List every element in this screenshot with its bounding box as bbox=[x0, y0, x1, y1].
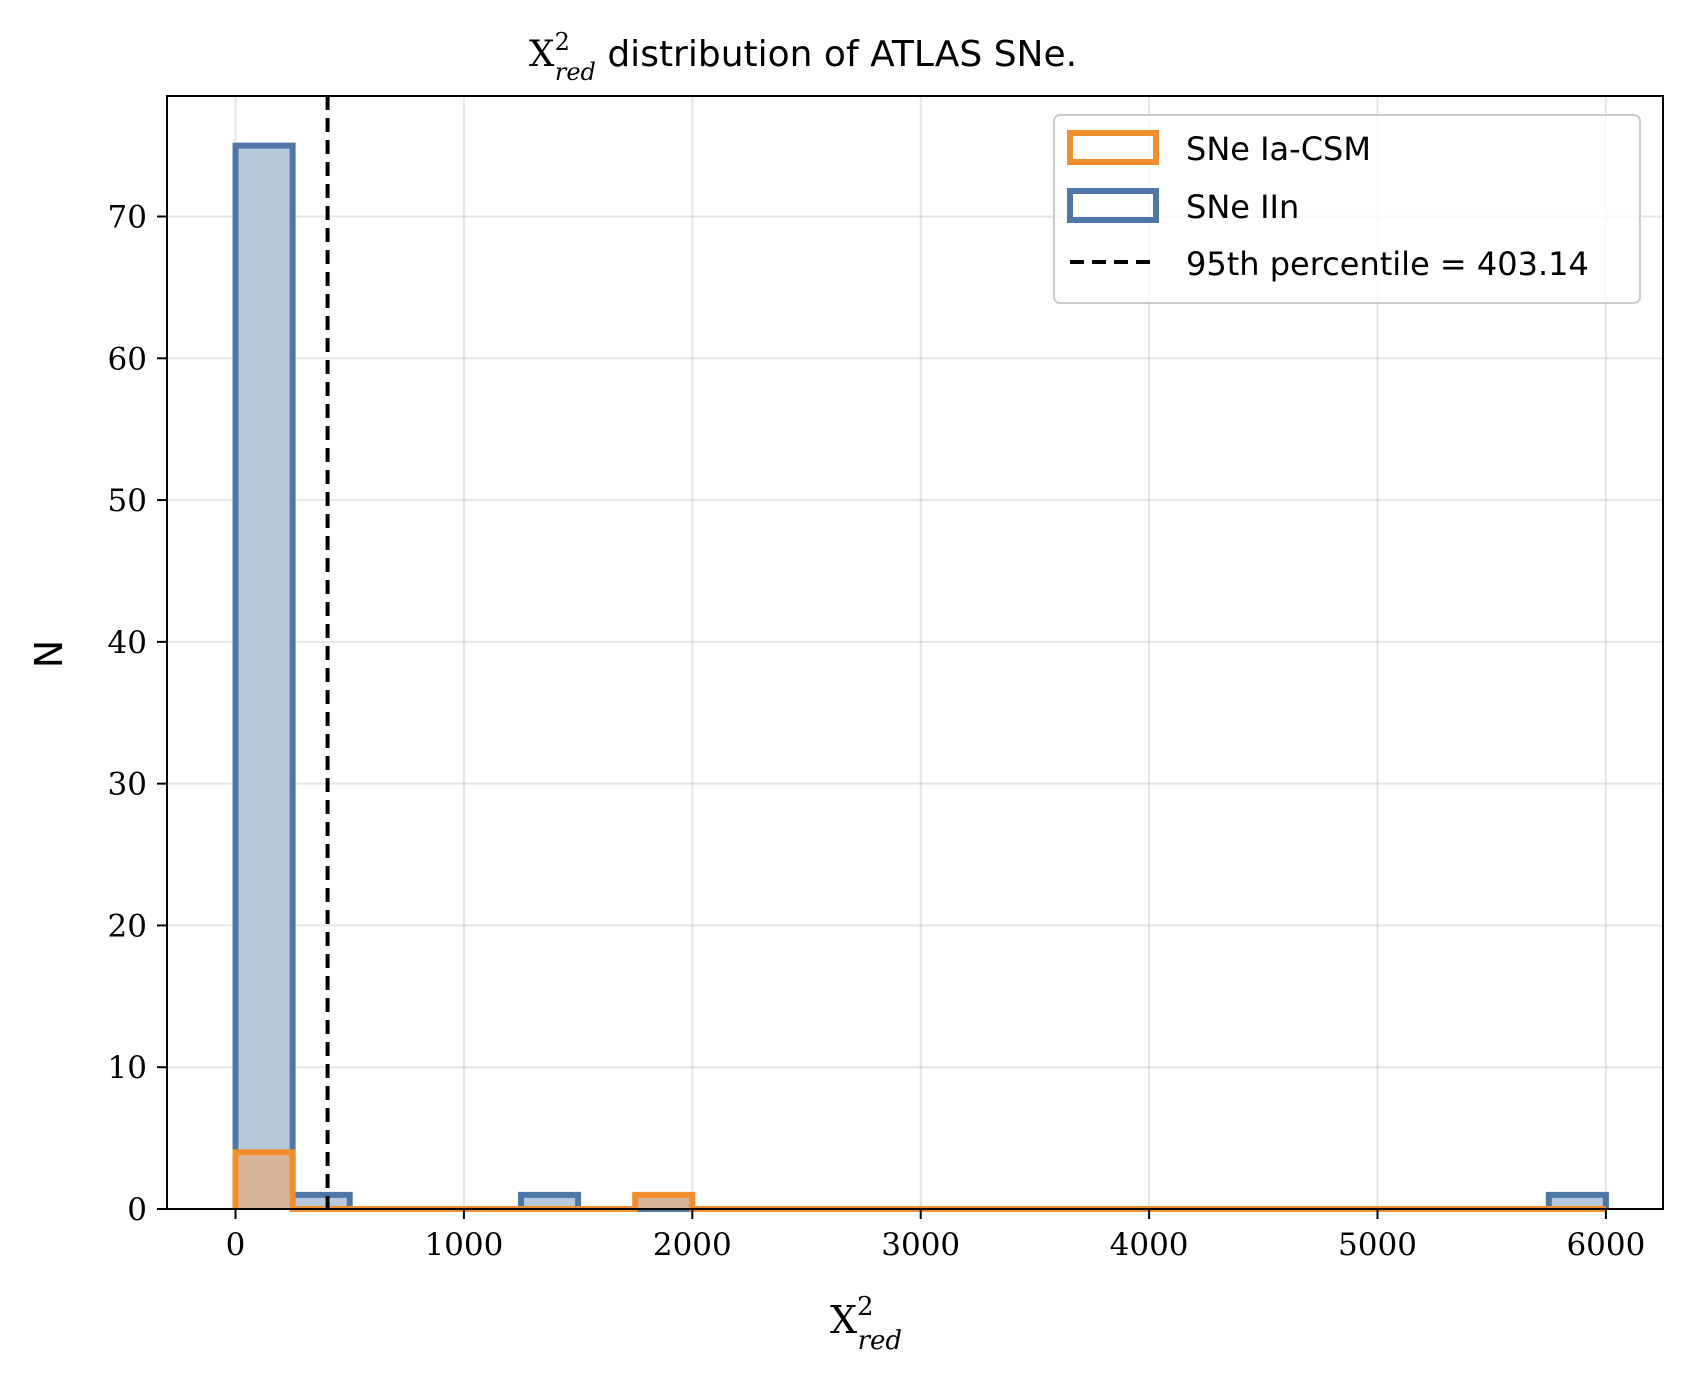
chart-title: X2 red distribution of ATLAS SNe. bbox=[529, 28, 1077, 86]
y-tick-label: 20 bbox=[108, 908, 147, 944]
x-tick-label: 0 bbox=[226, 1227, 246, 1263]
legend-entry-sne-ia-csm: SNe Ia-CSM bbox=[1067, 130, 1371, 168]
legend-swatch-sne-ia-csm bbox=[1067, 130, 1159, 165]
y-tick-label: 10 bbox=[108, 1050, 147, 1086]
legend-label-sne-iin: SNe IIn bbox=[1186, 188, 1299, 226]
x-tick-label: 2000 bbox=[653, 1227, 732, 1263]
x-tick-label: 6000 bbox=[1566, 1227, 1645, 1263]
legend-label-percentile: 95th percentile = 403.14 bbox=[1186, 245, 1589, 283]
bar-sne-ia-csm bbox=[635, 1194, 693, 1209]
y-tick-label: 70 bbox=[108, 200, 147, 236]
x-tick-label: 3000 bbox=[881, 1227, 960, 1263]
x-axis-label: X2 red bbox=[830, 1292, 902, 1356]
plot-frame bbox=[166, 95, 1664, 1210]
y-axis-ticks: 0 10 20 30 40 50 60 70 bbox=[108, 200, 167, 1228]
y-tick-label: 30 bbox=[108, 767, 147, 803]
legend-entry-sne-iin: SNe IIn bbox=[1067, 188, 1299, 226]
bar-sne-iin bbox=[292, 1194, 350, 1209]
bar-sne-iin bbox=[521, 1194, 579, 1209]
y-axis-label: N bbox=[27, 640, 71, 668]
y-tick-label: 60 bbox=[108, 341, 147, 377]
y-tick-label: 50 bbox=[108, 483, 147, 519]
legend-label-sne-ia-csm: SNe Ia-CSM bbox=[1186, 130, 1371, 168]
legend-swatch-sne-iin bbox=[1067, 188, 1159, 223]
legend: SNe Ia-CSM SNe IIn 95th percentile = 403… bbox=[1053, 114, 1641, 304]
legend-entry-percentile: 95th percentile = 403.14 bbox=[1070, 245, 1589, 283]
x-axis-ticks: 0 1000 2000 3000 4000 5000 6000 bbox=[226, 1209, 1645, 1263]
bar-sne-iin bbox=[1548, 1194, 1606, 1209]
legend-box bbox=[1053, 114, 1641, 304]
bar-sne-iin bbox=[235, 145, 293, 1209]
x-tick-label: 5000 bbox=[1338, 1227, 1417, 1263]
x-tick-label: 4000 bbox=[1110, 1227, 1189, 1263]
y-tick-label: 40 bbox=[108, 625, 147, 661]
x-tick-label: 1000 bbox=[424, 1227, 503, 1263]
bar-sne-ia-csm bbox=[235, 1152, 293, 1209]
y-tick-label: 0 bbox=[127, 1192, 147, 1228]
